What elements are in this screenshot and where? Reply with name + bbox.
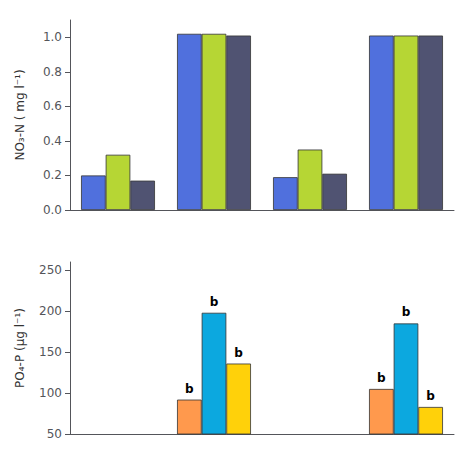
svg-text:0.2: 0.2 — [43, 168, 62, 182]
svg-text:250: 250 — [39, 263, 62, 277]
svg-text:b: b — [402, 305, 411, 319]
svg-text:0.8: 0.8 — [43, 65, 62, 79]
svg-text:0.0: 0.0 — [43, 203, 62, 217]
svg-text:0.6: 0.6 — [43, 99, 62, 113]
svg-text:b: b — [234, 346, 243, 360]
svg-text:b: b — [185, 382, 194, 396]
svg-text:1.0: 1.0 — [43, 30, 62, 44]
svg-text:150: 150 — [39, 345, 62, 359]
svg-text:NO₃-N ( mg l⁻¹): NO₃-N ( mg l⁻¹) — [13, 69, 27, 160]
svg-text:PO₄-P (μg l⁻¹): PO₄-P (μg l⁻¹) — [13, 308, 27, 388]
svg-text:200: 200 — [39, 304, 62, 318]
svg-text:b: b — [377, 371, 386, 385]
svg-text:50: 50 — [47, 427, 62, 441]
svg-text:0.4: 0.4 — [43, 134, 62, 148]
svg-text:b: b — [210, 295, 219, 309]
svg-text:b: b — [426, 389, 435, 403]
svg-text:100: 100 — [39, 386, 62, 400]
